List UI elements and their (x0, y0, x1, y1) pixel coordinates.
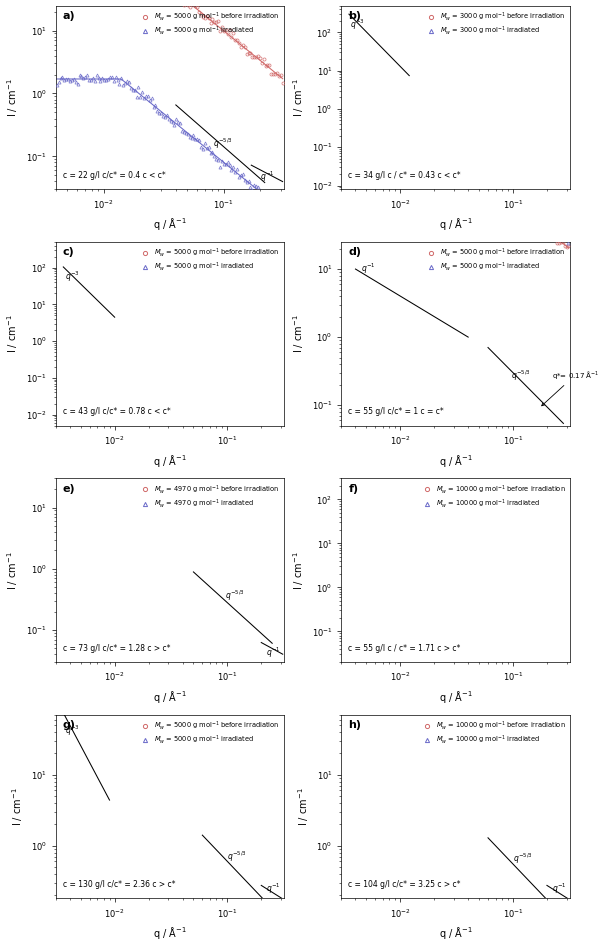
Text: c): c) (62, 247, 75, 258)
Text: $q^{-1}$: $q^{-1}$ (361, 261, 376, 277)
Text: $q^{-3}$: $q^{-3}$ (350, 18, 365, 32)
Text: $q^{-3}$: $q^{-3}$ (65, 724, 79, 738)
Text: c = 43 g/l c/c* = 0.78 c < c*: c = 43 g/l c/c* = 0.78 c < c* (62, 407, 170, 417)
Y-axis label: I / cm$^{-1}$: I / cm$^{-1}$ (5, 551, 21, 590)
X-axis label: q / Å$^{-1}$: q / Å$^{-1}$ (153, 216, 187, 232)
Y-axis label: I / cm$^{-1}$: I / cm$^{-1}$ (291, 314, 306, 353)
Text: c = 104 g/l c/c* = 3.25 c > c*: c = 104 g/l c/c* = 3.25 c > c* (348, 881, 461, 889)
Y-axis label: I / cm$^{-1}$: I / cm$^{-1}$ (5, 314, 21, 353)
Text: $q^{-1}$: $q^{-1}$ (260, 170, 275, 184)
X-axis label: q / Å$^{-1}$: q / Å$^{-1}$ (153, 925, 187, 941)
X-axis label: q / Å$^{-1}$: q / Å$^{-1}$ (439, 453, 473, 469)
Legend: $M_w$ = 5000 g mol$^{-1}$ before irradiation, $M_w$ = 5000 g mol$^{-1}$ irradiat: $M_w$ = 5000 g mol$^{-1}$ before irradia… (138, 9, 281, 38)
Text: $q^{-5/3}$: $q^{-5/3}$ (213, 136, 233, 152)
Legend: $M_w$ = 4970 g mol$^{-1}$ before irradiation, $M_w$ = 4970 g mol$^{-1}$ irradiat: $M_w$ = 4970 g mol$^{-1}$ before irradia… (138, 482, 281, 511)
Y-axis label: I / cm$^{-1}$: I / cm$^{-1}$ (296, 787, 311, 826)
Legend: $M_w$ = 5000 g mol$^{-1}$ before irradiation, $M_w$ = 5000 g mol$^{-1}$ irradiat: $M_w$ = 5000 g mol$^{-1}$ before irradia… (138, 245, 281, 275)
Legend: $M_w$ = 3000 g mol$^{-1}$ before irradiation, $M_w$ = 3000 g mol$^{-1}$ irradiat: $M_w$ = 3000 g mol$^{-1}$ before irradia… (423, 9, 567, 38)
Text: b): b) (348, 11, 361, 21)
Text: $q^{-1}$: $q^{-1}$ (551, 882, 566, 896)
Text: $q^{-5/3}$: $q^{-5/3}$ (227, 850, 247, 865)
X-axis label: q / Å$^{-1}$: q / Å$^{-1}$ (439, 925, 473, 941)
Text: g): g) (62, 721, 76, 730)
Text: c = 73 g/l c/c* = 1.28 c > c*: c = 73 g/l c/c* = 1.28 c > c* (62, 644, 170, 652)
Legend: $M_w$ = 10000 g mol$^{-1}$ before irradiation, $M_w$ = 10000 g mol$^{-1}$ irradi: $M_w$ = 10000 g mol$^{-1}$ before irradi… (419, 482, 567, 511)
Text: $q^{-5/3}$: $q^{-5/3}$ (225, 589, 245, 603)
Text: f): f) (348, 484, 358, 494)
Text: a): a) (62, 11, 75, 21)
Y-axis label: I / cm$^{-1}$: I / cm$^{-1}$ (291, 551, 306, 590)
Text: q*= 0.17 Å$^{-1}$: q*= 0.17 Å$^{-1}$ (542, 368, 599, 405)
Text: c = 55 g/l c/c* = 1 c = c*: c = 55 g/l c/c* = 1 c = c* (348, 407, 444, 417)
Y-axis label: I / cm$^{-1}$: I / cm$^{-1}$ (10, 787, 25, 826)
X-axis label: q / Å$^{-1}$: q / Å$^{-1}$ (439, 216, 473, 232)
Text: $q^{-1}$: $q^{-1}$ (266, 645, 281, 660)
Text: $q^{-1}$: $q^{-1}$ (266, 882, 281, 896)
Legend: $M_w$ = 5000 g mol$^{-1}$ before irradiation, $M_w$ = 5000 g mol$^{-1}$ irradiat: $M_w$ = 5000 g mol$^{-1}$ before irradia… (423, 245, 567, 275)
Y-axis label: I / cm$^{-1}$: I / cm$^{-1}$ (5, 78, 21, 116)
Text: h): h) (348, 721, 361, 730)
X-axis label: q / Å$^{-1}$: q / Å$^{-1}$ (439, 689, 473, 706)
Legend: $M_w$ = 5000 g mol$^{-1}$ before irradiation, $M_w$ = 5000 g mol$^{-1}$ irradiat: $M_w$ = 5000 g mol$^{-1}$ before irradia… (138, 718, 281, 747)
Text: c = 130 g/l c/c* = 2.36 c > c*: c = 130 g/l c/c* = 2.36 c > c* (62, 881, 175, 889)
X-axis label: q / Å$^{-1}$: q / Å$^{-1}$ (153, 689, 187, 706)
X-axis label: q / Å$^{-1}$: q / Å$^{-1}$ (153, 453, 187, 469)
Text: $q^{-5/3}$: $q^{-5/3}$ (513, 852, 533, 867)
Text: $q^{-5/3}$: $q^{-5/3}$ (510, 369, 530, 384)
Text: c = 22 g/l c/c* = 0.4 c < c*: c = 22 g/l c/c* = 0.4 c < c* (62, 171, 165, 180)
Text: d): d) (348, 247, 361, 258)
Legend: $M_w$ = 10000 g mol$^{-1}$ before irradiation, $M_w$ = 10000 g mol$^{-1}$ irradi: $M_w$ = 10000 g mol$^{-1}$ before irradi… (419, 718, 567, 747)
Text: c = 34 g/l c / c* = 0.43 c < c*: c = 34 g/l c / c* = 0.43 c < c* (348, 171, 461, 180)
Text: c = 55 g/l c / c* = 1.71 c > c*: c = 55 g/l c / c* = 1.71 c > c* (348, 644, 461, 652)
Y-axis label: I / cm$^{-1}$: I / cm$^{-1}$ (291, 78, 306, 116)
Text: e): e) (62, 484, 75, 494)
Text: $q^{-3}$: $q^{-3}$ (65, 270, 79, 284)
